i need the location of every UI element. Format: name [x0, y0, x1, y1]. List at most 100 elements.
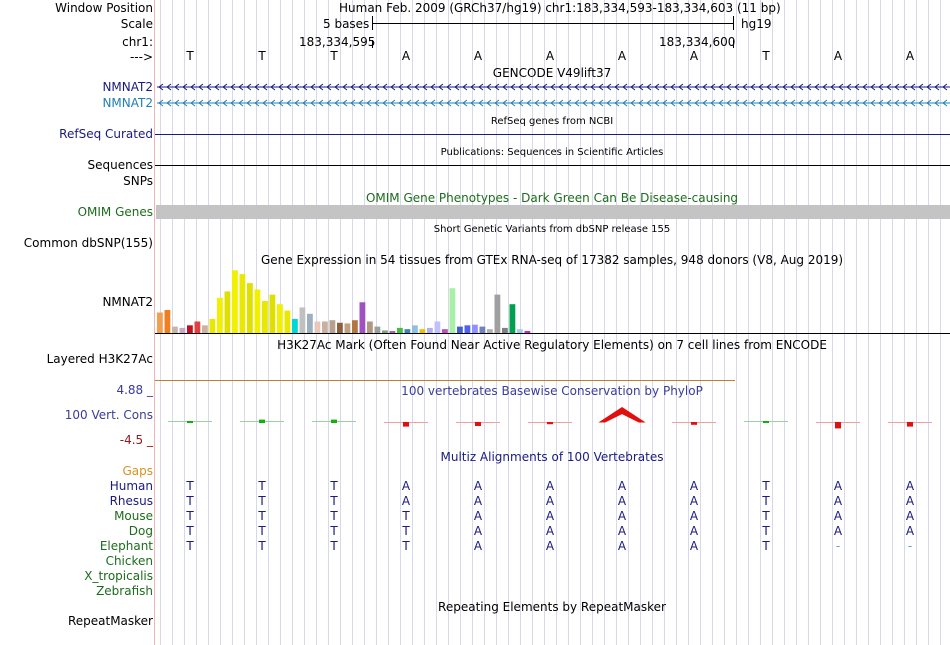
- gencode-gene-label-1[interactable]: NMNAT2: [102, 80, 153, 94]
- omim-track-title[interactable]: OMIM Gene Phenotypes - Dark Green Can Be…: [365, 191, 739, 205]
- phylop-value-mark[interactable]: [331, 419, 337, 423]
- repeatmasker-track-title[interactable]: Repeating Elements by RepeatMasker: [438, 600, 666, 614]
- phylop-value-mark[interactable]: [475, 422, 481, 426]
- gtex-expression-chart[interactable]: [155, 267, 950, 333]
- gtex-tissue-bar[interactable]: [179, 327, 186, 333]
- species-label[interactable]: Zebrafish: [96, 584, 153, 598]
- gtex-tissue-bar[interactable]: [232, 270, 238, 333]
- phylop-value-mark[interactable]: [691, 422, 697, 425]
- h3k27ac-signal-line[interactable]: [155, 380, 735, 381]
- gtex-gene-label[interactable]: NMNAT2: [102, 295, 153, 309]
- gtex-tissue-bar[interactable]: [172, 326, 178, 333]
- chrom-label[interactable]: chr1:: [122, 35, 153, 49]
- gtex-tissue-bar[interactable]: [464, 325, 471, 333]
- phylop-track-label[interactable]: 100 Vert. Cons: [64, 408, 153, 422]
- gtex-tissue-bar[interactable]: [187, 325, 193, 333]
- gtex-tissue-bar[interactable]: [449, 288, 456, 333]
- gtex-tissue-bar[interactable]: [337, 322, 343, 333]
- h3k27ac-track-title[interactable]: H3K27Ac Mark (Often Found Near Active Re…: [277, 338, 827, 352]
- phylop-value-mark[interactable]: [763, 421, 769, 423]
- gtex-tissue-bar[interactable]: [524, 331, 531, 333]
- scale-label[interactable]: Scale: [120, 17, 153, 31]
- gtex-tissue-bar[interactable]: [472, 324, 478, 333]
- multiz-gaps-label[interactable]: Gaps: [122, 464, 153, 478]
- gtex-tissue-bar[interactable]: [247, 283, 253, 333]
- species-label[interactable]: Chicken: [105, 554, 153, 568]
- gtex-tissue-bar[interactable]: [329, 320, 336, 333]
- phylop-track-title[interactable]: 100 vertebrates Basewise Conservation by…: [401, 384, 703, 398]
- gtex-tissue-bar[interactable]: [374, 326, 381, 333]
- phylop-value-mark[interactable]: [403, 422, 409, 427]
- gtex-tissue-bar[interactable]: [494, 294, 501, 333]
- h3k27ac-label[interactable]: Layered H3K27Ac: [46, 352, 153, 366]
- strand-label[interactable]: --->: [129, 50, 153, 64]
- phylop-value-mark[interactable]: [907, 422, 913, 427]
- gtex-tissue-bar[interactable]: [502, 327, 508, 333]
- phylop-value-mark[interactable]: [835, 422, 841, 429]
- omim-phenotype-bar[interactable]: [156, 205, 950, 219]
- gtex-tissue-bar[interactable]: [217, 297, 223, 333]
- gtex-tissue-bar[interactable]: [157, 312, 163, 333]
- gtex-tissue-bar[interactable]: [419, 329, 426, 333]
- phylop-value-mark[interactable]: [547, 422, 553, 425]
- refseq-track-title[interactable]: RefSeq genes from NCBI: [490, 116, 614, 127]
- gtex-tissue-bar[interactable]: [517, 329, 523, 333]
- gtex-tissue-bar[interactable]: [292, 318, 298, 333]
- omim-genes-label[interactable]: OMIM Genes: [77, 205, 153, 219]
- gtex-tissue-bar[interactable]: [307, 313, 313, 333]
- gtex-tissue-bar[interactable]: [397, 327, 403, 333]
- gtex-tissue-bar[interactable]: [359, 302, 366, 333]
- gtex-tissue-bar[interactable]: [164, 309, 171, 333]
- gtex-tissue-bar[interactable]: [277, 304, 283, 333]
- gtex-tissue-bar[interactable]: [299, 307, 306, 333]
- publications-track-title[interactable]: Publications: Sequences in Scientific Ar…: [440, 147, 664, 158]
- repeatmasker-label[interactable]: RepeatMasker: [67, 614, 153, 628]
- gtex-tissue-bar[interactable]: [202, 325, 208, 333]
- gtex-tissue-bar[interactable]: [509, 304, 516, 333]
- gtex-track-title[interactable]: Gene Expression in 54 tissues from GTEx …: [260, 253, 844, 267]
- gtex-tissue-bar[interactable]: [457, 326, 463, 333]
- species-label[interactable]: X_tropicalis: [84, 569, 153, 583]
- publications-sequence-line[interactable]: [155, 165, 950, 166]
- gtex-tissue-bar[interactable]: [412, 325, 418, 333]
- phylop-value-mark[interactable]: [187, 421, 193, 423]
- gtex-tissue-bar[interactable]: [352, 320, 358, 333]
- phylop-value-mark[interactable]: [259, 419, 265, 423]
- gtex-tissue-bar[interactable]: [479, 326, 486, 333]
- gtex-tissue-bar[interactable]: [284, 310, 291, 333]
- phylop-conservation-plot[interactable]: [155, 395, 950, 445]
- gtex-tissue-bar[interactable]: [224, 291, 231, 333]
- gtex-tissue-bar[interactable]: [254, 289, 261, 333]
- gtex-tissue-bar[interactable]: [389, 331, 396, 333]
- dbsnp-label[interactable]: Common dbSNP(155): [23, 236, 153, 250]
- species-label[interactable]: Dog: [128, 524, 153, 538]
- gencode-gene-arrows[interactable]: [155, 80, 950, 110]
- gtex-tissue-bar[interactable]: [194, 321, 201, 333]
- gtex-tissue-bar[interactable]: [427, 327, 433, 333]
- gtex-tissue-bar[interactable]: [367, 321, 373, 333]
- gtex-tissue-bar[interactable]: [314, 321, 321, 333]
- gtex-tissue-bar[interactable]: [344, 323, 351, 333]
- gtex-tissue-bar[interactable]: [262, 301, 268, 333]
- gtex-tissue-bar[interactable]: [239, 274, 246, 333]
- multiz-track-title[interactable]: Multiz Alignments of 100 Vertebrates: [440, 450, 664, 464]
- gtex-tissue-bar[interactable]: [442, 329, 448, 333]
- gtex-tissue-bar[interactable]: [322, 321, 328, 333]
- species-label[interactable]: Human: [109, 479, 153, 493]
- gtex-tissue-bar[interactable]: [269, 294, 276, 333]
- refseq-gene-line[interactable]: [155, 134, 950, 135]
- window-position-label[interactable]: Window Position: [55, 1, 153, 15]
- gencode-gene-label-2[interactable]: NMNAT2: [102, 96, 153, 110]
- phylop-value-mark[interactable]: [598, 407, 646, 423]
- species-label[interactable]: Mouse: [114, 509, 153, 523]
- gtex-tissue-bar[interactable]: [382, 330, 388, 333]
- publications-snps-label[interactable]: SNPs: [123, 174, 153, 188]
- refseq-curated-label[interactable]: RefSeq Curated: [59, 127, 153, 141]
- gtex-tissue-bar[interactable]: [209, 318, 216, 333]
- dbsnp-track-title[interactable]: Short Genetic Variants from dbSNP releas…: [433, 224, 671, 235]
- gtex-tissue-bar[interactable]: [404, 329, 411, 333]
- gtex-tissue-bar[interactable]: [487, 329, 493, 333]
- gencode-track-title[interactable]: GENCODE V49lift37: [492, 66, 612, 80]
- assembly-position-text[interactable]: Human Feb. 2009 (GRCh37/hg19) chr1:183,3…: [339, 1, 781, 15]
- gtex-tissue-bar[interactable]: [434, 321, 441, 333]
